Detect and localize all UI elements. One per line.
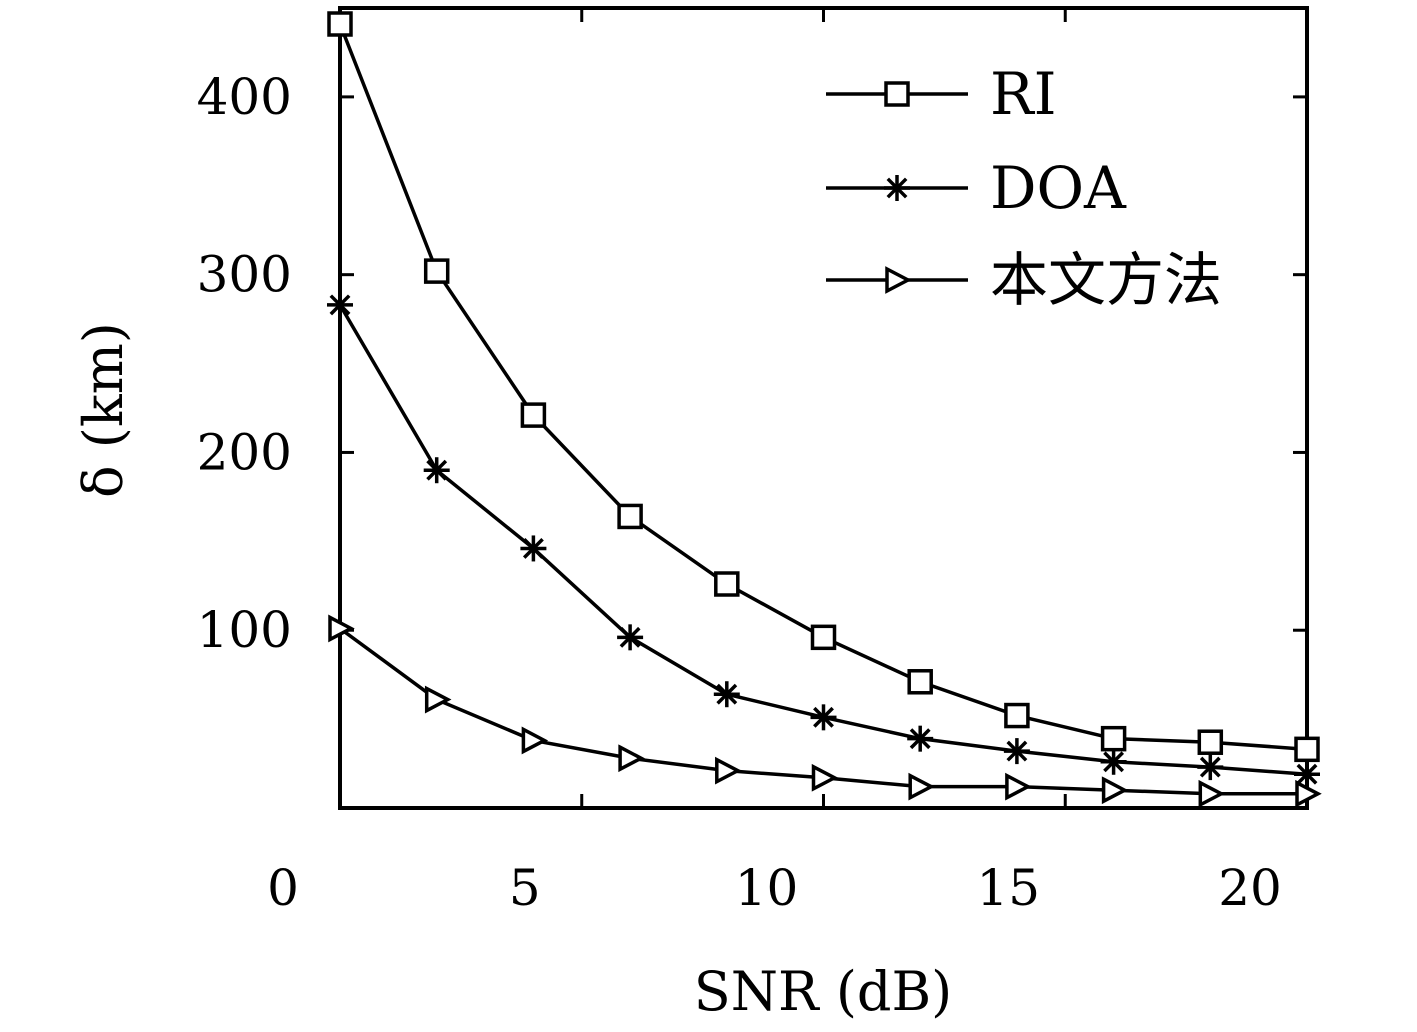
data-point [423,258,450,284]
y-tick-label: 300 [197,246,292,304]
data-point [1294,761,1320,788]
data-point [617,624,644,651]
data-point [521,726,549,755]
y-tick-label: 400 [197,68,292,126]
data-point [327,291,353,318]
x-tick-label: 0 [267,859,299,917]
legend-marker [884,175,910,201]
data-point [520,535,547,562]
data-point [908,772,935,801]
data-point [907,725,934,752]
data-point [328,614,355,643]
plot-frame [338,6,1309,810]
data-point [1100,748,1127,775]
legend-label: RI [990,60,1057,128]
data-point [1004,702,1030,729]
series-square [327,11,1320,763]
data-point [1197,754,1224,781]
legend-item: DOA [826,154,1127,222]
legend-marker [884,81,910,107]
y-tick-label: 100 [197,601,292,659]
data-point [618,744,645,773]
data-point [810,624,837,651]
data-point [617,503,643,530]
legend-label: DOA [990,154,1127,222]
legend-label: 本文方法 [990,246,1222,314]
data-point [715,756,742,785]
data-point [520,402,547,428]
x-tick-label: 10 [735,859,799,917]
data-point [1197,729,1224,755]
data-point [1294,736,1320,763]
series-layer [327,11,1322,808]
data-point [1101,776,1129,805]
series-line [338,304,1308,776]
data-point [1295,779,1322,808]
tick-labels: 0 5 10 15 20 100 200 300 400 [197,68,1282,917]
data-point [424,685,452,714]
series-star [327,291,1320,788]
data-point [1100,725,1127,752]
data-point [714,571,740,597]
data-point [1198,779,1226,808]
legend-item: RI [826,60,1057,128]
data-point [1005,772,1032,801]
series-triangle-right [328,614,1322,808]
x-tick-label: 15 [976,859,1040,917]
data-point [1003,738,1030,765]
legend-marker [885,266,912,294]
data-point [423,457,450,484]
data-point [810,704,837,731]
data-point [713,681,740,708]
y-axis-label: δ (km) [72,322,135,498]
data-point [811,763,839,792]
data-point [327,11,353,37]
legend-item: 本文方法 [826,246,1222,314]
legend: RI DOA 本文方法 [826,60,1222,314]
axis-ticks [338,8,1309,808]
y-tick-label: 200 [197,423,292,481]
x-tick-label: 20 [1218,859,1282,917]
x-axis-label: SNR (dB) [694,960,952,1023]
x-tick-label: 5 [509,859,541,917]
data-point [907,669,933,695]
